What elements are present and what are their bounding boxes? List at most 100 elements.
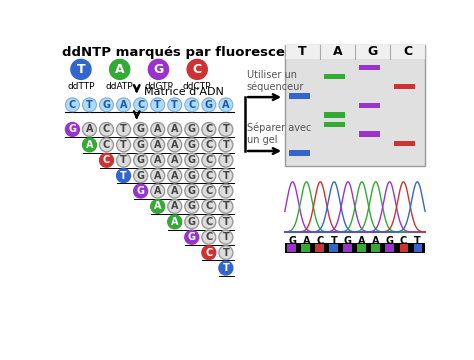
Text: T: T — [222, 125, 229, 134]
Text: A: A — [115, 63, 125, 76]
Bar — [359, 103, 380, 108]
Text: A: A — [333, 45, 342, 58]
Circle shape — [219, 184, 233, 198]
Text: A: A — [302, 237, 310, 247]
Text: G: G — [188, 171, 196, 181]
Circle shape — [134, 122, 147, 136]
Text: T: T — [222, 217, 229, 227]
Circle shape — [82, 138, 96, 152]
Circle shape — [187, 59, 207, 80]
Text: Séparer avec
un gel: Séparer avec un gel — [247, 123, 311, 145]
Text: A: A — [86, 140, 93, 150]
Text: G: G — [137, 155, 145, 165]
Text: C: C — [205, 217, 212, 227]
Circle shape — [117, 122, 130, 136]
Bar — [400, 244, 408, 252]
Text: C: C — [205, 232, 212, 242]
Circle shape — [219, 215, 233, 229]
Text: C: C — [103, 125, 110, 134]
Text: T: T — [222, 140, 229, 150]
Text: A: A — [154, 186, 162, 196]
Text: G: G — [188, 125, 196, 134]
Bar — [324, 74, 345, 80]
Text: A: A — [120, 100, 128, 110]
Text: T: T — [222, 171, 229, 181]
Bar — [413, 244, 422, 252]
Circle shape — [185, 153, 199, 167]
Text: A: A — [154, 155, 162, 165]
Text: A: A — [171, 217, 179, 227]
Circle shape — [117, 169, 130, 183]
Text: ddATP: ddATP — [106, 82, 134, 91]
Text: C: C — [403, 45, 412, 58]
Bar — [289, 93, 310, 99]
Text: G: G — [137, 186, 145, 196]
Text: T: T — [77, 63, 85, 76]
Text: T: T — [222, 186, 229, 196]
Circle shape — [65, 98, 80, 112]
FancyBboxPatch shape — [285, 45, 425, 166]
Text: T: T — [222, 155, 229, 165]
Text: T: T — [171, 100, 178, 110]
Text: T: T — [120, 125, 127, 134]
Text: ddNTP marqués par fluorescence: ddNTP marqués par fluorescence — [63, 45, 311, 59]
Text: C: C — [205, 186, 212, 196]
Bar — [285, 243, 425, 253]
Text: G: G — [188, 140, 196, 150]
Text: G: G — [188, 155, 196, 165]
Circle shape — [117, 138, 130, 152]
Text: T: T — [86, 100, 93, 110]
Text: C: C — [192, 63, 202, 76]
Circle shape — [168, 153, 182, 167]
Text: C: C — [137, 100, 144, 110]
Circle shape — [168, 199, 182, 213]
Circle shape — [219, 246, 233, 260]
Circle shape — [151, 199, 164, 213]
Bar — [329, 244, 338, 252]
Bar — [385, 244, 394, 252]
Text: G: G — [367, 45, 378, 58]
Bar — [372, 244, 380, 252]
Text: T: T — [155, 100, 161, 110]
Text: A: A — [154, 125, 162, 134]
Text: C: C — [205, 202, 212, 211]
Circle shape — [117, 153, 130, 167]
Circle shape — [134, 184, 147, 198]
Circle shape — [151, 169, 164, 183]
Circle shape — [202, 138, 216, 152]
Text: A: A — [358, 237, 365, 247]
Circle shape — [134, 169, 147, 183]
Circle shape — [168, 169, 182, 183]
Circle shape — [148, 59, 169, 80]
Circle shape — [151, 98, 164, 112]
Text: G: G — [102, 100, 110, 110]
Circle shape — [168, 122, 182, 136]
Circle shape — [185, 215, 199, 229]
Text: G: G — [68, 125, 76, 134]
Circle shape — [65, 122, 80, 136]
Bar — [301, 244, 310, 252]
Circle shape — [202, 122, 216, 136]
Circle shape — [219, 169, 233, 183]
Text: C: C — [205, 155, 212, 165]
Circle shape — [151, 122, 164, 136]
Bar — [394, 84, 415, 89]
Text: T: T — [222, 202, 229, 211]
Bar — [394, 141, 415, 146]
Circle shape — [82, 122, 96, 136]
Text: A: A — [372, 237, 380, 247]
Bar — [285, 45, 425, 59]
Text: A: A — [171, 125, 179, 134]
Circle shape — [168, 184, 182, 198]
Text: C: C — [205, 125, 212, 134]
Circle shape — [151, 153, 164, 167]
Circle shape — [100, 122, 113, 136]
Circle shape — [219, 261, 233, 275]
Text: T: T — [222, 248, 229, 258]
Text: C: C — [103, 155, 110, 165]
Bar — [324, 112, 345, 118]
Text: A: A — [86, 125, 93, 134]
Text: G: G — [137, 171, 145, 181]
Circle shape — [185, 230, 199, 244]
Circle shape — [202, 199, 216, 213]
